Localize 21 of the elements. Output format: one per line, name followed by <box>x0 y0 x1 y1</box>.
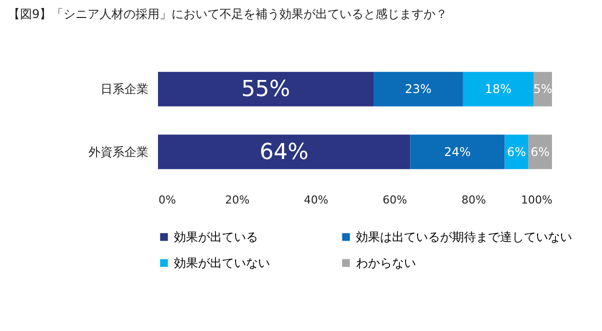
y-tick-label: 外資系企業 <box>88 144 148 159</box>
chart-title: 【図9】「シニア人材の採用」において不足を補う効果が出ていると感じますか？ <box>8 7 448 21</box>
x-tick-label: 100% <box>521 194 552 206</box>
data-label: 23% <box>404 82 432 96</box>
y-tick-label: 日系企業 <box>100 82 148 96</box>
data-label: 6% <box>530 144 550 159</box>
x-tick-label: 20% <box>225 194 250 206</box>
legend-label: 効果は出ているが期待まで達していない <box>356 230 572 244</box>
data-label: 6% <box>507 144 526 159</box>
legend-label: 効果が出ている <box>174 230 258 244</box>
x-tick-label: 0% <box>158 194 176 206</box>
x-tick-label: 40% <box>304 194 328 206</box>
x-tick-label: 60% <box>382 194 408 206</box>
data-label: 18% <box>484 82 512 96</box>
x-tick-label: 80% <box>461 194 486 206</box>
data-label: 24% <box>444 144 471 159</box>
data-label: 55% <box>241 77 290 102</box>
legend-label: 効果が出ていない <box>174 256 270 270</box>
data-label: 5% <box>533 82 552 96</box>
legend-label: わからない <box>356 256 416 270</box>
data-label: 64% <box>260 140 309 165</box>
